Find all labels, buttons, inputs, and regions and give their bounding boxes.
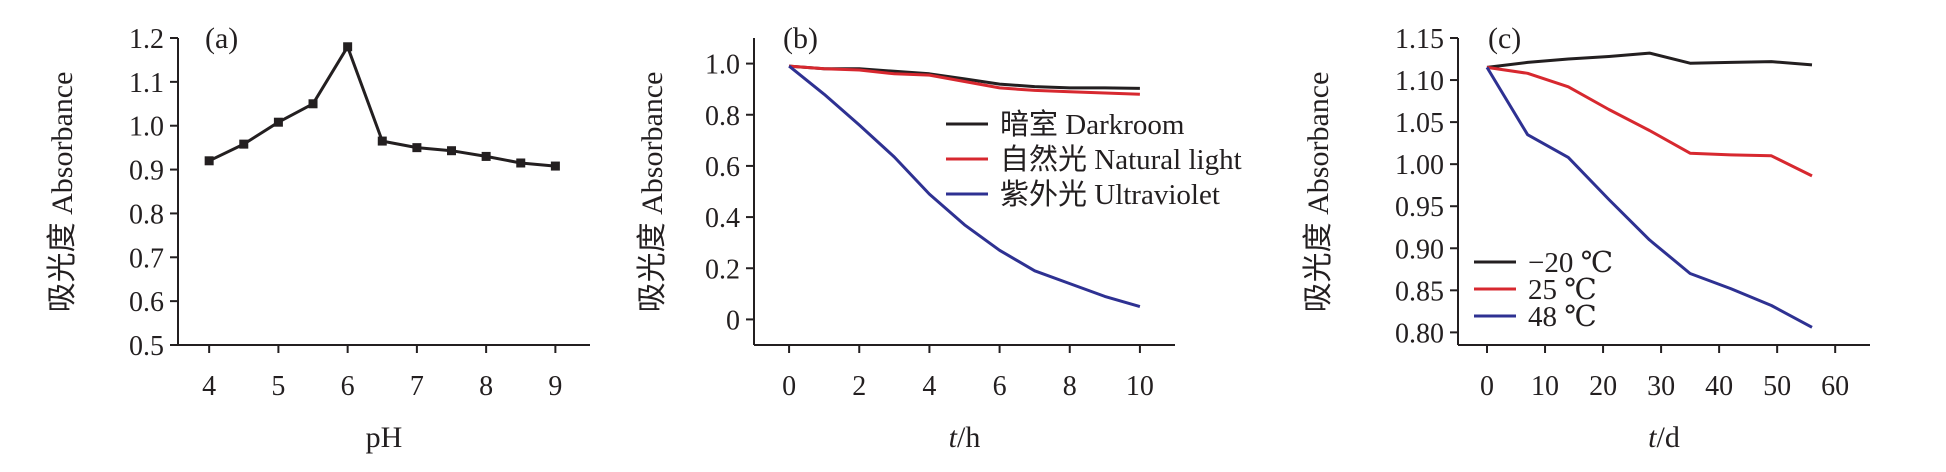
y-tick-label: 1.15: [1395, 24, 1444, 55]
y-tick-label: 0.4: [705, 203, 740, 234]
data-point: [516, 158, 526, 168]
legend-label-2: 25 ℃: [1528, 274, 1597, 306]
x-axis-title: t/d: [1648, 421, 1680, 454]
y-tick-label: 0.90: [1395, 234, 1444, 265]
x-tick-label: 5: [271, 371, 285, 402]
y-tick-label: 1.0: [705, 50, 740, 81]
x-tick-label: 6: [341, 371, 355, 402]
y-tick-label: 1.0: [129, 112, 164, 143]
data-point: [412, 143, 422, 153]
x-tick-label: 10: [1126, 371, 1154, 402]
x-tick-label: 8: [479, 371, 493, 402]
x-tick-label: 60: [1821, 371, 1849, 402]
series-line-3: [788, 64, 1141, 309]
x-axis-title-unit: /h: [957, 421, 980, 454]
x-axis-title-unit: /d: [1657, 421, 1680, 454]
y-tick-label: 0.8: [705, 101, 740, 132]
legend-label-1: 暗室 Darkroom: [1000, 108, 1185, 141]
y-tick-label: 0.6: [705, 152, 740, 183]
y-tick-label: 0.7: [129, 243, 164, 274]
chart-panel-3: 0.80 0.85 0.90 0.95 1.00 1.05 1.10 1.15 0 10 20 30 4…: [1302, 22, 1870, 454]
y-tick-label: 0.9: [129, 156, 164, 187]
x-tick-label: 50: [1763, 371, 1791, 402]
legend: −20 ℃25 ℃48 ℃: [1474, 247, 1613, 333]
series-line-3: [1485, 66, 1813, 329]
y-tick-label: 1.05: [1395, 108, 1444, 139]
data-point: [308, 99, 318, 109]
x-tick-label: 30: [1647, 371, 1675, 402]
chart-panel-2: 0 0.2 0.4 0.6 0.8 1.0 0 2 4 6 8 10 t/h 吸光度 Absorbance…: [636, 22, 1242, 454]
legend-label-1: −20 ℃: [1528, 247, 1613, 279]
x-tick-label: 0: [782, 371, 796, 402]
data-point: [550, 161, 560, 171]
x-tick-label: 2: [852, 371, 866, 402]
data-point: [481, 151, 491, 161]
x-axis-title-variable: t: [1648, 421, 1657, 454]
data-point: [377, 136, 387, 146]
y-tick-label: 0: [726, 305, 740, 336]
y-tick-label: 0.80: [1395, 318, 1444, 349]
x-axis-title-variable: t: [949, 421, 958, 454]
series-line-2: [1486, 65, 1813, 178]
panel-label: (c): [1488, 22, 1521, 55]
x-tick-label: 7: [410, 371, 424, 402]
x-tick-label: 0: [1480, 371, 1494, 402]
data-point: [343, 42, 353, 52]
y-tick-label: 0.95: [1395, 192, 1444, 223]
y-tick-label: 1.1: [129, 68, 164, 99]
data-point: [447, 146, 457, 156]
y-tick-label: 1.00: [1395, 150, 1444, 181]
data-point: [273, 117, 283, 127]
y-tick-label: 0.8: [129, 199, 164, 230]
x-axis-title: pH: [366, 421, 403, 454]
y-axis-title: 吸光度 Absorbance: [1302, 72, 1335, 313]
series-line-1: [1486, 51, 1813, 69]
x-tick-label: 6: [993, 371, 1007, 402]
y-tick-label: 0.5: [129, 331, 164, 362]
legend-label-3: 紫外光 Ultraviolet: [1000, 178, 1220, 211]
x-tick-label: 8: [1063, 371, 1077, 402]
y-tick-label: 0.6: [129, 287, 164, 318]
y-tick-label: 1.10: [1395, 66, 1444, 97]
x-axis-title: t/h: [949, 421, 981, 454]
series-line-1: [208, 45, 556, 168]
y-axis-title: 吸光度 Absorbance: [46, 72, 79, 313]
x-tick-label: 10: [1531, 371, 1559, 402]
x-tick-label: 40: [1705, 371, 1733, 402]
series-line-2: [788, 64, 1140, 96]
panel-label: (b): [783, 22, 818, 55]
legend-label-3: 48 ℃: [1528, 301, 1597, 333]
chart-panel-1: 0.5 0.6 0.7 0.8 0.9 1.0 1.1 1.2 4 5 6 7 8 9 pH 吸光度 Abso…: [46, 22, 590, 454]
y-axis-title: 吸光度 Absorbance: [636, 72, 669, 313]
data-point: [239, 139, 249, 149]
legend-label-2: 自然光 Natural light: [1000, 143, 1242, 176]
x-tick-label: 4: [202, 371, 216, 402]
y-tick-label: 0.2: [705, 254, 740, 285]
panel-label: (a): [205, 22, 238, 55]
x-tick-label: 20: [1589, 371, 1617, 402]
x-tick-label: 4: [922, 371, 936, 402]
y-tick-label: 1.2: [129, 24, 164, 55]
data-point: [204, 156, 214, 166]
x-tick-label: 9: [548, 371, 562, 402]
y-tick-label: 0.85: [1395, 276, 1444, 307]
